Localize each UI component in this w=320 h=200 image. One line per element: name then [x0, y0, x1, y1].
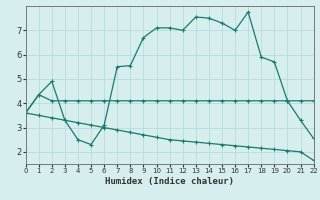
X-axis label: Humidex (Indice chaleur): Humidex (Indice chaleur): [105, 177, 234, 186]
